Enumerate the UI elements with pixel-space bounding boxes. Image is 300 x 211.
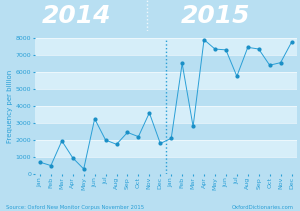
Point	[125, 131, 130, 134]
Bar	[34, 72, 297, 89]
Point	[191, 125, 196, 128]
Point	[180, 62, 184, 65]
Point	[256, 47, 261, 51]
Point	[202, 38, 206, 41]
Point	[158, 142, 163, 145]
Bar	[34, 106, 297, 123]
Text: OxfordDictionaries.com: OxfordDictionaries.com	[232, 205, 294, 210]
Point	[103, 138, 108, 142]
Text: 2014: 2014	[42, 4, 111, 28]
Point	[38, 161, 42, 164]
Point	[289, 41, 294, 44]
Point	[234, 74, 239, 78]
Y-axis label: Frequency per billion: Frequency per billion	[7, 69, 13, 143]
Point	[59, 139, 64, 143]
Point	[224, 48, 228, 51]
Point	[136, 135, 141, 138]
Point	[81, 167, 86, 171]
Point	[70, 156, 75, 160]
Point	[49, 164, 53, 167]
Text: Source: Oxford New Monitor Corpus November 2015: Source: Oxford New Monitor Corpus Novemb…	[6, 205, 144, 210]
Text: 2015: 2015	[181, 4, 251, 28]
Point	[169, 137, 174, 140]
Point	[213, 47, 218, 51]
Bar	[34, 157, 297, 174]
Point	[278, 61, 283, 64]
Point	[267, 64, 272, 67]
Point	[245, 46, 250, 49]
Point	[147, 111, 152, 115]
Bar	[34, 123, 297, 140]
Bar	[34, 89, 297, 106]
Point	[92, 117, 97, 120]
Bar	[34, 140, 297, 157]
Point	[114, 143, 119, 146]
Bar	[34, 38, 297, 55]
Bar	[34, 55, 297, 72]
